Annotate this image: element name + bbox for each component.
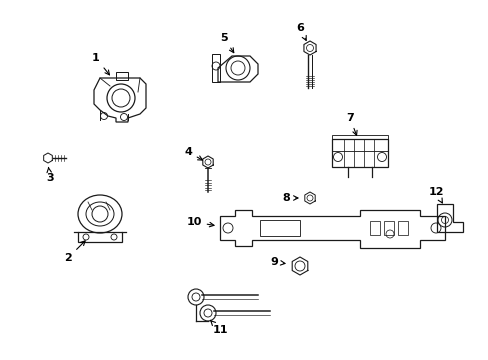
Bar	[331, 135, 387, 139]
Bar	[397, 221, 407, 235]
Text: 7: 7	[346, 113, 356, 135]
Bar	[260, 220, 299, 236]
Text: 6: 6	[295, 23, 305, 40]
Text: 5: 5	[220, 33, 233, 53]
Text: 10: 10	[186, 217, 214, 227]
Text: 9: 9	[269, 257, 285, 267]
Text: 2: 2	[64, 241, 85, 263]
Text: 4: 4	[183, 147, 202, 160]
Text: 8: 8	[282, 193, 297, 203]
Bar	[383, 221, 393, 235]
Bar	[116, 72, 128, 80]
Bar	[212, 54, 220, 82]
Text: 1: 1	[92, 53, 109, 75]
Text: 11: 11	[210, 320, 227, 335]
Bar	[369, 221, 379, 235]
Text: 3: 3	[46, 167, 54, 183]
Text: 12: 12	[427, 187, 443, 203]
Bar	[78, 232, 122, 242]
